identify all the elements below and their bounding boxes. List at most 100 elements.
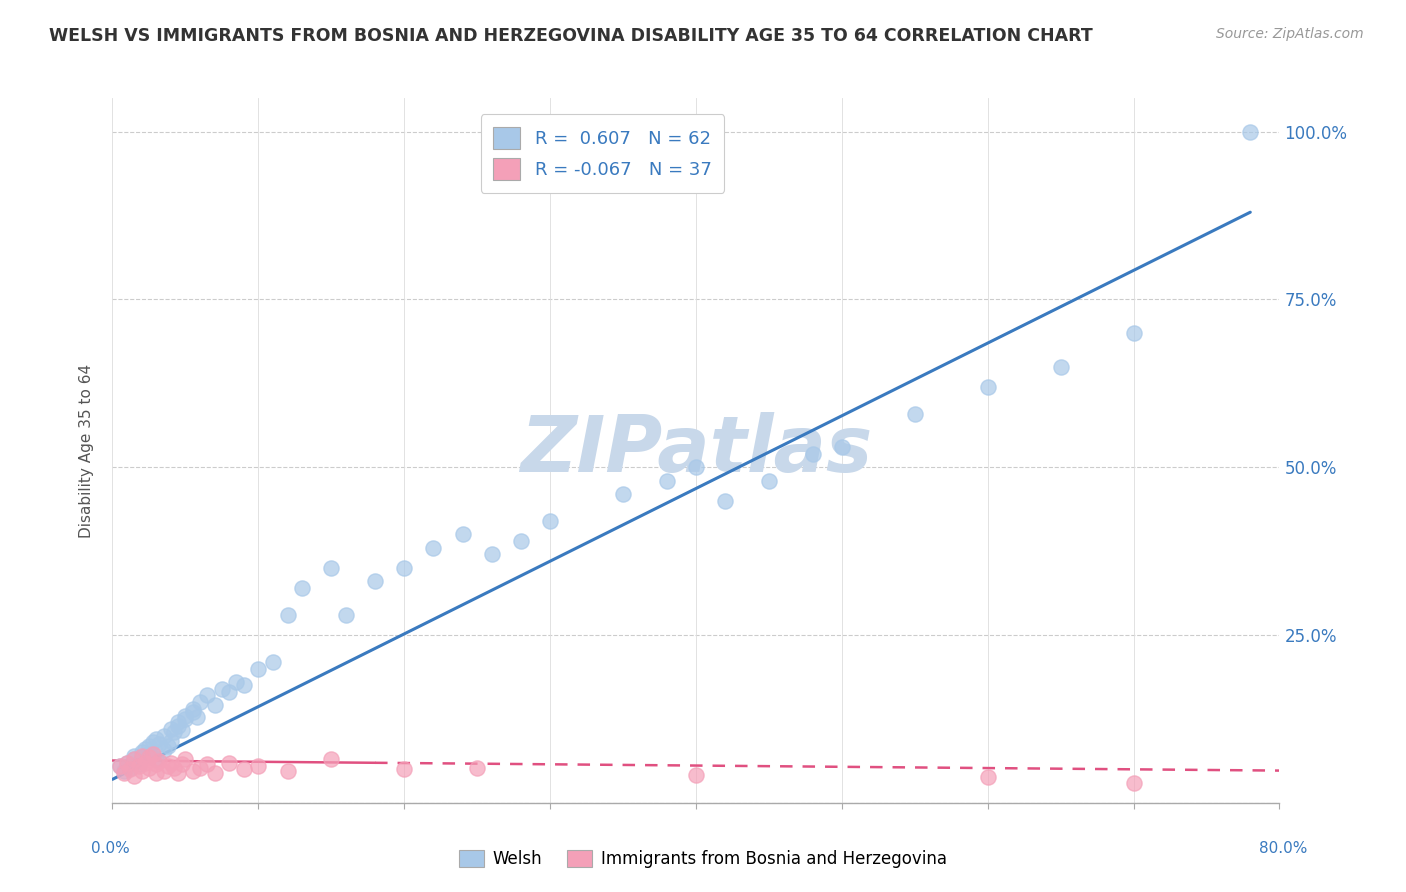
Point xyxy=(276,607,298,622)
Point xyxy=(160,722,183,736)
Point xyxy=(364,574,387,589)
Point xyxy=(1239,125,1261,139)
Point xyxy=(124,769,146,783)
Point xyxy=(145,756,167,771)
Point xyxy=(134,756,156,770)
Point xyxy=(276,764,298,778)
Point xyxy=(160,756,183,770)
Point xyxy=(612,487,634,501)
Point xyxy=(112,764,135,778)
Point xyxy=(124,752,146,766)
Text: ZIPatlas: ZIPatlas xyxy=(520,412,872,489)
Point xyxy=(225,675,247,690)
Point xyxy=(232,762,254,776)
Point xyxy=(232,678,254,692)
Point xyxy=(124,752,146,766)
Y-axis label: Disability Age 35 to 64: Disability Age 35 to 64 xyxy=(79,363,94,538)
Point xyxy=(131,748,153,763)
Point xyxy=(247,662,270,676)
Point xyxy=(1049,359,1071,374)
Point xyxy=(145,732,167,747)
Point xyxy=(186,710,208,724)
Point xyxy=(655,474,678,488)
Point xyxy=(124,748,146,763)
Point xyxy=(156,739,179,753)
Point xyxy=(204,765,226,780)
Point xyxy=(394,762,416,776)
Point xyxy=(145,752,167,766)
Point xyxy=(148,737,170,751)
Point xyxy=(160,734,183,748)
Legend: Welsh, Immigrants from Bosnia and Herzegovina: Welsh, Immigrants from Bosnia and Herzeg… xyxy=(453,843,953,875)
Point xyxy=(976,380,998,394)
Point xyxy=(152,729,174,743)
Point xyxy=(195,689,218,703)
Point xyxy=(831,440,853,454)
Point xyxy=(801,447,824,461)
Point xyxy=(167,765,190,780)
Point xyxy=(291,581,314,595)
Point xyxy=(538,514,561,528)
Point xyxy=(181,764,204,778)
Point xyxy=(163,761,186,775)
Point xyxy=(174,708,197,723)
Point xyxy=(118,761,141,775)
Point xyxy=(181,702,204,716)
Point xyxy=(204,698,226,713)
Point xyxy=(128,759,150,773)
Point xyxy=(188,761,211,775)
Point xyxy=(714,493,737,508)
Point xyxy=(115,756,138,770)
Point xyxy=(167,715,190,730)
Legend: R =  0.607   N = 62, R = -0.067   N = 37: R = 0.607 N = 62, R = -0.067 N = 37 xyxy=(481,114,724,193)
Point xyxy=(321,752,343,766)
Point xyxy=(108,759,131,773)
Point xyxy=(465,761,488,775)
Point xyxy=(156,759,179,773)
Point xyxy=(188,695,211,709)
Point xyxy=(481,548,503,562)
Point xyxy=(262,655,284,669)
Point xyxy=(108,759,131,773)
Point xyxy=(138,739,160,753)
Point xyxy=(152,764,174,778)
Point xyxy=(172,756,194,771)
Point xyxy=(451,527,474,541)
Point xyxy=(422,541,444,555)
Point xyxy=(172,723,194,738)
Point xyxy=(131,746,153,760)
Point xyxy=(131,750,153,764)
Point xyxy=(134,742,156,756)
Point xyxy=(115,756,138,770)
Point xyxy=(174,752,197,766)
Point xyxy=(174,712,197,726)
Point xyxy=(218,685,240,699)
Point xyxy=(118,762,141,776)
Point xyxy=(138,761,160,775)
Point xyxy=(142,735,165,749)
Point xyxy=(167,718,190,732)
Point xyxy=(1122,775,1144,789)
Point xyxy=(145,765,167,780)
Text: 80.0%: 80.0% xyxy=(1260,841,1308,856)
Point xyxy=(321,561,343,575)
Text: WELSH VS IMMIGRANTS FROM BOSNIA AND HERZEGOVINA DISABILITY AGE 35 TO 64 CORRELAT: WELSH VS IMMIGRANTS FROM BOSNIA AND HERZ… xyxy=(49,27,1092,45)
Point xyxy=(138,750,160,764)
Point xyxy=(152,743,174,757)
Text: Source: ZipAtlas.com: Source: ZipAtlas.com xyxy=(1216,27,1364,41)
Point xyxy=(163,725,186,739)
Point xyxy=(128,756,150,771)
Point xyxy=(904,407,927,421)
Point xyxy=(195,756,218,771)
Point xyxy=(211,681,233,696)
Point xyxy=(181,705,204,719)
Point xyxy=(509,534,531,549)
Point xyxy=(758,474,780,488)
Point xyxy=(976,770,998,784)
Point xyxy=(148,754,170,768)
Text: 0.0%: 0.0% xyxy=(91,841,131,856)
Point xyxy=(131,764,153,778)
Point xyxy=(394,561,416,575)
Point xyxy=(685,460,707,475)
Point xyxy=(218,756,240,770)
